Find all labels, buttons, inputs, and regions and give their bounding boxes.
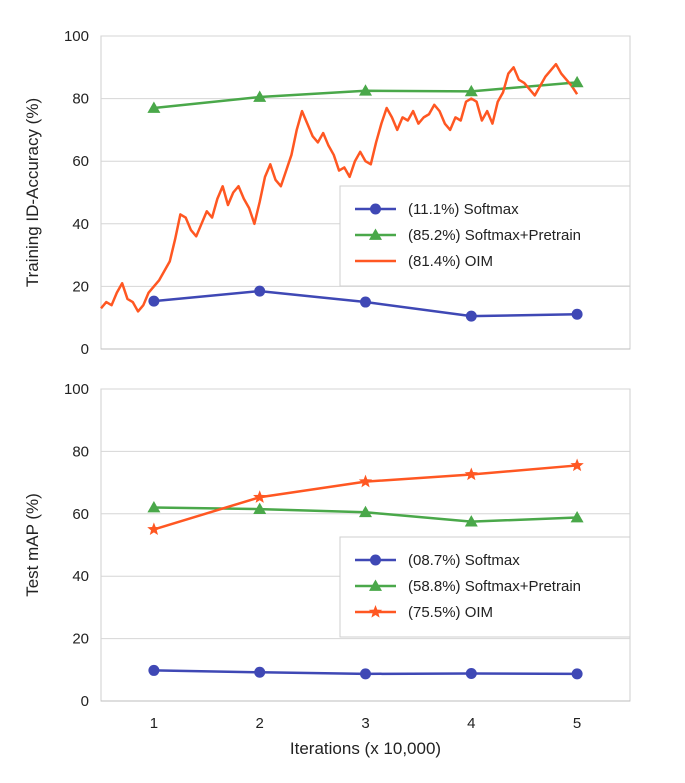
data-point-series-2 xyxy=(570,75,584,88)
series-line-3 xyxy=(100,62,579,313)
data-point-series-1 xyxy=(148,664,160,676)
data-point-series-2 xyxy=(464,515,478,527)
x-tick-label: 2 xyxy=(256,715,264,732)
x-tick-label: 5 xyxy=(573,715,581,732)
chart-panel-2: 0 20 40 60 80 100 1 2 3 4 5 Test mAP (%) Iterations … xyxy=(23,381,631,758)
data-point-series-1 xyxy=(148,295,160,307)
y-tick-label: 60 xyxy=(72,506,89,523)
data-point-series-1 xyxy=(254,666,266,678)
data-point-series-2 xyxy=(147,501,161,513)
x-tick-label: 1 xyxy=(150,715,158,732)
y-axis-label: Test mAP (%) xyxy=(23,493,42,597)
legend-marker xyxy=(368,605,383,618)
y-tick-label: 40 xyxy=(72,216,89,233)
data-point-series-3 xyxy=(253,490,267,503)
data-point-series-1 xyxy=(360,296,371,308)
chart-panel-1: 0 20 40 60 80 100 Training ID-Accuracy (%) (11.… xyxy=(23,28,631,358)
y-tick-label: 60 xyxy=(72,153,89,170)
y-tick-label: 100 xyxy=(64,28,89,45)
data-point-series-2 xyxy=(253,90,267,102)
legend-label: (75.5%) OIM xyxy=(408,604,493,621)
data-point-series-1 xyxy=(254,285,266,297)
data-point-series-2 xyxy=(359,505,372,518)
legend-label: (85.2%) Softmax+Pretrain xyxy=(408,227,581,244)
legend-label: (81.4%) OIM xyxy=(408,253,493,270)
legend-marker xyxy=(370,203,381,215)
data-point-series-1 xyxy=(571,308,583,320)
y-tick-label: 0 xyxy=(81,693,89,710)
data-point-series-2 xyxy=(253,502,267,514)
y-tick-label: 20 xyxy=(72,278,89,295)
legend-marker xyxy=(370,554,381,566)
legend-marker xyxy=(369,228,382,240)
x-axis-label: Iterations (x 10,000) xyxy=(290,739,441,758)
y-tick-label: 20 xyxy=(72,631,89,648)
y-tick-label: 40 xyxy=(72,568,89,585)
y-tick-label: 100 xyxy=(64,381,89,398)
data-point-series-3 xyxy=(147,522,161,536)
data-point-series-3 xyxy=(570,458,584,472)
y-tick-label: 80 xyxy=(72,91,89,108)
y-axis-label: Training ID-Accuracy (%) xyxy=(23,98,42,287)
legend-label: (11.1%) Softmax xyxy=(408,201,519,218)
data-point-series-1 xyxy=(571,668,583,680)
x-tick-label: 3 xyxy=(361,715,369,732)
data-point-series-1 xyxy=(360,668,371,680)
x-tick-label: 4 xyxy=(467,715,475,732)
legend-marker xyxy=(369,579,382,591)
data-point-series-2 xyxy=(359,84,372,96)
data-point-series-2 xyxy=(464,84,478,97)
data-point-series-2 xyxy=(147,101,161,113)
data-point-series-3 xyxy=(464,467,478,481)
data-point-series-3 xyxy=(358,474,373,488)
data-point-series-2 xyxy=(570,511,584,523)
y-tick-label: 80 xyxy=(72,443,89,460)
data-point-series-1 xyxy=(465,310,477,322)
y-tick-label: 0 xyxy=(81,341,89,358)
legend-label: (58.8%) Softmax+Pretrain xyxy=(408,578,581,595)
legend-label: (08.7%) Softmax xyxy=(408,552,520,569)
data-point-series-1 xyxy=(465,668,477,680)
